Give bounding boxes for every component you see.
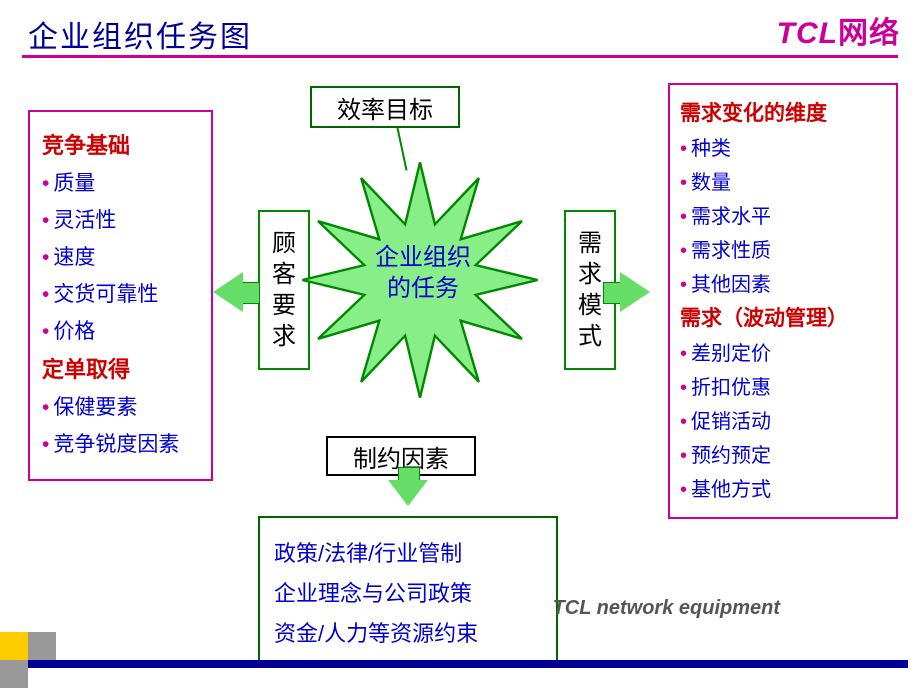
left-panel: 竞争基础质量灵活性速度交货可靠性价格定单取得保健要素竞争锐度因素	[28, 110, 213, 481]
center-label: 企业组织 的任务	[358, 242, 488, 304]
logo-suffix: 网络	[838, 17, 900, 50]
center-label-line1: 企业组织	[375, 244, 471, 271]
panel-item: 差别定价	[680, 337, 886, 366]
panel-item: 交货可靠性	[42, 278, 199, 308]
panel-item: 价格	[42, 315, 199, 345]
panel-header: 定单取得	[42, 352, 199, 384]
panel-item: 其他因素	[680, 268, 886, 297]
constraint-line: 资金/人力等资源约束	[274, 616, 542, 648]
constraints-box: 政策/法律/行业管制企业理念与公司政策资金/人力等资源约束	[258, 516, 558, 668]
vertical-char: 要	[272, 290, 296, 321]
deco-square	[0, 632, 28, 660]
panel-item: 保健要素	[42, 391, 199, 421]
page-title: 企业组织任务图	[28, 12, 252, 56]
title-underline	[22, 55, 898, 58]
vertical-char: 模	[578, 290, 602, 321]
constraint-line: 企业理念与公司政策	[274, 576, 542, 608]
deco-square	[28, 632, 56, 660]
panel-item: 种类	[680, 132, 886, 161]
deco-square	[0, 660, 28, 688]
panel-item: 预约预定	[680, 439, 886, 468]
panel-header: 竞争基础	[42, 128, 199, 160]
panel-item: 需求性质	[680, 234, 886, 263]
panel-header: 需求（波动管理）	[680, 302, 886, 332]
vertical-char: 求	[272, 321, 296, 352]
panel-header: 需求变化的维度	[680, 97, 886, 127]
panel-item: 折扣优惠	[680, 371, 886, 400]
center-label-line2: 的任务	[387, 275, 459, 302]
arrow-down-icon	[388, 480, 428, 506]
panel-item: 数量	[680, 166, 886, 195]
panel-item: 质量	[42, 167, 199, 197]
vertical-char: 需	[578, 228, 602, 259]
panel-item: 灵活性	[42, 204, 199, 234]
panel-item: 需求水平	[680, 200, 886, 229]
footer-text: TCL network equipment	[553, 597, 780, 620]
logo-brand: TCL	[777, 17, 838, 50]
constraint-line: 政策/法律/行业管制	[274, 536, 542, 568]
deco-square	[28, 660, 908, 668]
vertical-char: 求	[578, 259, 602, 290]
brand-logo: TCL网络	[777, 8, 900, 52]
panel-item: 促销活动	[680, 405, 886, 434]
panel-item: 速度	[42, 241, 199, 271]
panel-item: 竞争锐度因素	[42, 428, 199, 458]
node-efficiency-target: 效率目标	[310, 86, 460, 128]
vertical-char: 客	[272, 259, 296, 290]
vertical-char: 顾	[272, 228, 296, 259]
panel-item: 基他方式	[680, 473, 886, 502]
node-top-text: 效率目标	[337, 90, 433, 125]
vertical-char: 式	[578, 321, 602, 352]
arrow-left-icon	[213, 272, 243, 312]
right-panel: 需求变化的维度种类数量需求水平需求性质其他因素需求（波动管理） 差别定价折扣优惠促…	[668, 83, 898, 519]
arrow-right-icon	[620, 272, 650, 312]
